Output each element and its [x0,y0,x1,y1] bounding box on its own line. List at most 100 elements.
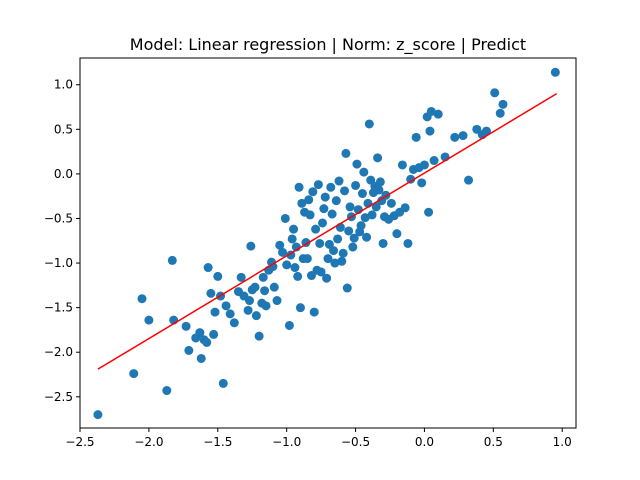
scatter-point [364,119,374,129]
regression-line-layer [97,93,558,370]
x-tick-label: 1.0 [553,435,572,449]
scatter-point [278,247,288,257]
y-tick-label: −1.0 [44,256,73,270]
scatter-point [162,386,172,396]
scatter-point [464,175,474,185]
y-tick-label: −2.5 [44,390,73,404]
scatter-point [93,410,103,420]
scatter-point [254,331,264,341]
scatter-point [495,108,505,118]
scatter-point [258,272,268,282]
regression-line [97,93,558,370]
scatter-point [481,126,491,136]
scatter-point [294,182,304,192]
y-tick-label: 0.5 [54,122,73,136]
scatter-point [378,238,388,248]
scatter-point [419,160,429,170]
scatter-point [329,246,339,256]
scatter-point [309,307,319,317]
scatter-point [317,218,327,228]
scatter-point [326,182,336,192]
scatter-point [272,296,282,306]
scatter-point [337,256,347,266]
scatter-point [374,185,384,195]
scatter-point [308,187,318,197]
scatter-point [550,67,560,77]
scatter-point [251,311,261,321]
scatter-point [334,176,344,186]
scatter-point [341,148,351,158]
scatter-point [327,209,337,219]
x-tick-label: −2.0 [134,435,163,449]
scatter-point [345,202,355,212]
scatter-point [229,318,239,328]
scatter-point [331,196,341,206]
chart-title: Model: Linear regression | Norm: z_score… [130,35,526,55]
scatter-point [375,177,385,187]
scatter-point [403,238,413,248]
scatter-point [359,167,369,177]
scatter-point [137,294,147,304]
scatter-point [246,241,256,251]
scatter-point [302,254,312,264]
scatter-point [282,260,292,270]
scatter-point [236,272,246,282]
scatter-point [221,301,231,311]
scatter-point [295,303,305,313]
scatter-point [406,174,416,184]
x-tick-label: −0.5 [341,435,370,449]
scatter-point [400,203,410,213]
scatter-point [426,106,436,116]
scatter-point [429,156,439,166]
scatter-point [181,321,191,331]
scatter-point [196,353,206,363]
y-tick-label: −2.0 [44,345,73,359]
scatter-point [397,160,407,170]
scatter-point [367,210,377,220]
scatter-point [356,221,366,231]
scatter-point [284,320,294,330]
scatter-point [338,248,348,258]
scatter-point [203,263,213,273]
scatter-point [290,263,300,273]
scatter-point [362,232,372,242]
scatter-points [93,67,560,420]
x-tick-label: −1.0 [272,435,301,449]
scatter-point [275,240,285,250]
scatter-point [287,234,297,244]
scatter-point [373,153,383,163]
scatter-point [319,204,329,214]
scatter-point [320,192,330,202]
x-tick-label: 0.0 [415,435,434,449]
y-tick-label: −1.5 [44,301,73,315]
scatter-point [433,109,443,119]
scatter-point [417,178,427,188]
plot-frame [79,57,577,429]
scatter-point [184,345,194,355]
scatter-point [209,329,219,339]
scatter-point [311,224,321,234]
scatter-point [129,369,139,379]
x-tick-label: −1.5 [203,435,232,449]
scatter-point [344,226,354,236]
scatter-point [304,195,314,205]
x-tick-label: 0.5 [484,435,503,449]
scatter-point [323,254,333,264]
scatter-point [244,296,254,306]
scatter-point [424,207,434,217]
scatter-point [498,99,508,109]
scatter-point [206,288,216,298]
scatter-point [360,213,370,223]
scatter-point [213,271,223,281]
scatter-point [348,242,358,252]
scatter-point [386,198,396,208]
scatter-point [490,88,500,98]
scatter-point [297,198,307,208]
scatter-point [315,238,325,248]
scatter-point [425,126,435,136]
scatter-point [357,189,367,199]
scatter-point [243,305,253,315]
scatter-point [250,282,260,292]
x-tick-label: −2.5 [65,435,94,449]
scatter-point [260,286,270,296]
